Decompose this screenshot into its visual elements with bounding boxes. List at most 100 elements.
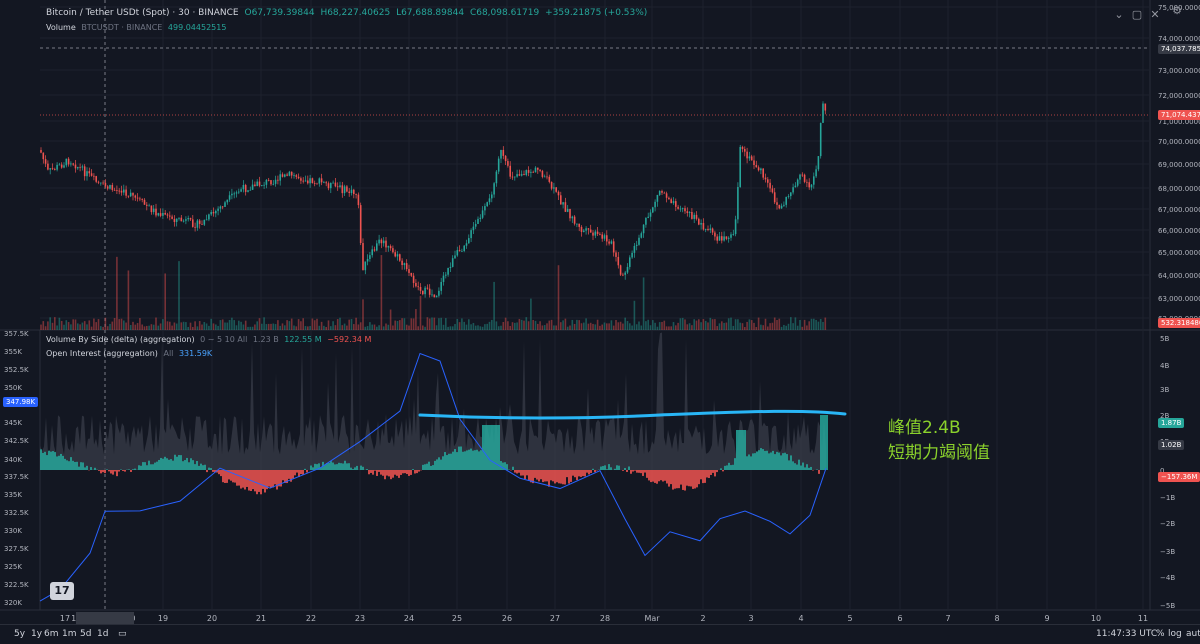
open-value: O67,739.39844	[244, 8, 314, 18]
candle-body	[323, 182, 325, 183]
candle-body	[259, 182, 261, 186]
delta-bar-positive	[592, 469, 594, 470]
annotation-peak: 峰值2.4B	[888, 413, 961, 438]
candle-body	[822, 104, 824, 123]
delta-bar-positive	[366, 469, 368, 470]
volume-bar	[45, 326, 47, 330]
gear-icon[interactable]: ⚙	[1170, 4, 1184, 18]
timeframe-1d[interactable]: 1d	[97, 629, 108, 639]
volume-bar	[459, 322, 461, 330]
candle-body	[516, 174, 518, 176]
clock-label[interactable]: 11:47:33 UTC	[1096, 629, 1157, 639]
candle-body	[657, 195, 659, 202]
candle-body	[730, 234, 732, 237]
candle-body	[457, 250, 459, 255]
volume-bar	[627, 321, 629, 330]
candle-body	[808, 182, 810, 187]
oi-label[interactable]: Open Interest (aggregation)	[46, 349, 158, 358]
volume-bar	[413, 318, 415, 330]
volume-bar	[792, 323, 794, 330]
candle-body	[238, 192, 240, 193]
volume-bar	[691, 325, 693, 330]
time-tick-label: 23	[355, 614, 365, 623]
volume-bar	[79, 324, 81, 330]
delta-bar-negative	[672, 470, 674, 490]
volume-bar	[599, 326, 601, 330]
delta-bar-positive	[60, 454, 62, 470]
candle-body	[792, 187, 794, 192]
candle-body	[450, 267, 452, 268]
volume-bar	[622, 324, 624, 330]
candle-body	[684, 208, 686, 211]
volume-bar	[753, 323, 755, 330]
volume-bar	[516, 322, 518, 330]
volume-bar	[659, 322, 661, 330]
delta-bar-negative	[562, 470, 564, 484]
delta-bar-positive	[184, 460, 186, 470]
candle-body	[314, 183, 316, 184]
arrow-down-icon[interactable]: ⌄	[1112, 8, 1126, 22]
timeframe-6m[interactable]: 6m	[44, 629, 59, 639]
candle-body	[553, 187, 555, 188]
volume-bar	[171, 326, 173, 330]
delta-bar-positive	[74, 462, 76, 470]
timeframe-5d[interactable]: 5d	[80, 629, 91, 639]
candle-body	[785, 197, 787, 205]
volume-bar	[774, 318, 776, 330]
delta-bar-positive	[142, 462, 144, 470]
candle-body	[298, 177, 300, 178]
delta-bar-positive	[786, 454, 788, 470]
volume-bar	[684, 319, 686, 330]
volume-bar	[107, 326, 109, 330]
volume-bar	[675, 325, 677, 330]
delta-bar-negative	[698, 470, 700, 484]
log-toggle[interactable]: log	[1168, 629, 1182, 639]
candle-body	[608, 241, 610, 243]
volume-label[interactable]: Volume	[46, 23, 76, 32]
candle-body	[680, 209, 682, 210]
tradingview-logo[interactable]: 17	[50, 582, 74, 600]
delta-bar-positive	[726, 465, 728, 470]
volume-bar	[624, 318, 626, 330]
calendar-icon[interactable]: ▭	[118, 629, 127, 639]
maximize-icon[interactable]: ▢	[1130, 8, 1144, 22]
volume-bar	[362, 299, 364, 330]
delta-bar-positive	[72, 461, 74, 470]
volume-bar	[815, 320, 817, 330]
delta-bar-negative	[586, 470, 588, 473]
candle-body	[473, 227, 475, 231]
timeframe-1y[interactable]: 1y	[31, 629, 42, 639]
symbol-title[interactable]: Bitcoin / Tether USDt (Spot) · 30 · BINA…	[46, 8, 239, 18]
delta-bar-positive	[422, 465, 424, 470]
volume-bar	[613, 326, 615, 330]
candle-body	[70, 163, 72, 164]
candle-body	[739, 147, 741, 187]
delta-bar-negative	[112, 470, 114, 475]
candle-body	[116, 190, 118, 191]
timeframe-1m[interactable]: 1m	[62, 629, 77, 639]
low-value: L67,688.89844	[396, 8, 464, 18]
timeframe-5y[interactable]: 5y	[14, 629, 25, 639]
delta-bar-negative	[578, 470, 580, 476]
delta-bar-positive	[328, 463, 330, 470]
auto-toggle[interactable]: auto	[1186, 629, 1200, 639]
candle-body	[597, 232, 599, 234]
volume-bar	[643, 277, 645, 330]
volume-bar	[52, 323, 54, 330]
close-icon[interactable]: ✕	[1148, 8, 1162, 22]
volume-bar	[383, 326, 385, 330]
volume-bar	[162, 319, 164, 330]
delta-bar-positive	[604, 465, 606, 470]
candle-body	[505, 156, 507, 161]
candle-body	[95, 176, 97, 182]
volume-bar	[116, 257, 118, 330]
volume-bar	[427, 317, 429, 330]
volume-bar	[693, 319, 695, 330]
volume-bar	[309, 326, 311, 330]
percent-toggle[interactable]: %	[1156, 629, 1165, 639]
volume-bar	[222, 319, 224, 330]
volume-bar	[652, 320, 654, 330]
vbs-label[interactable]: Volume By Side (delta) (aggregation)	[46, 335, 195, 344]
delta-bar-positive	[180, 455, 182, 470]
